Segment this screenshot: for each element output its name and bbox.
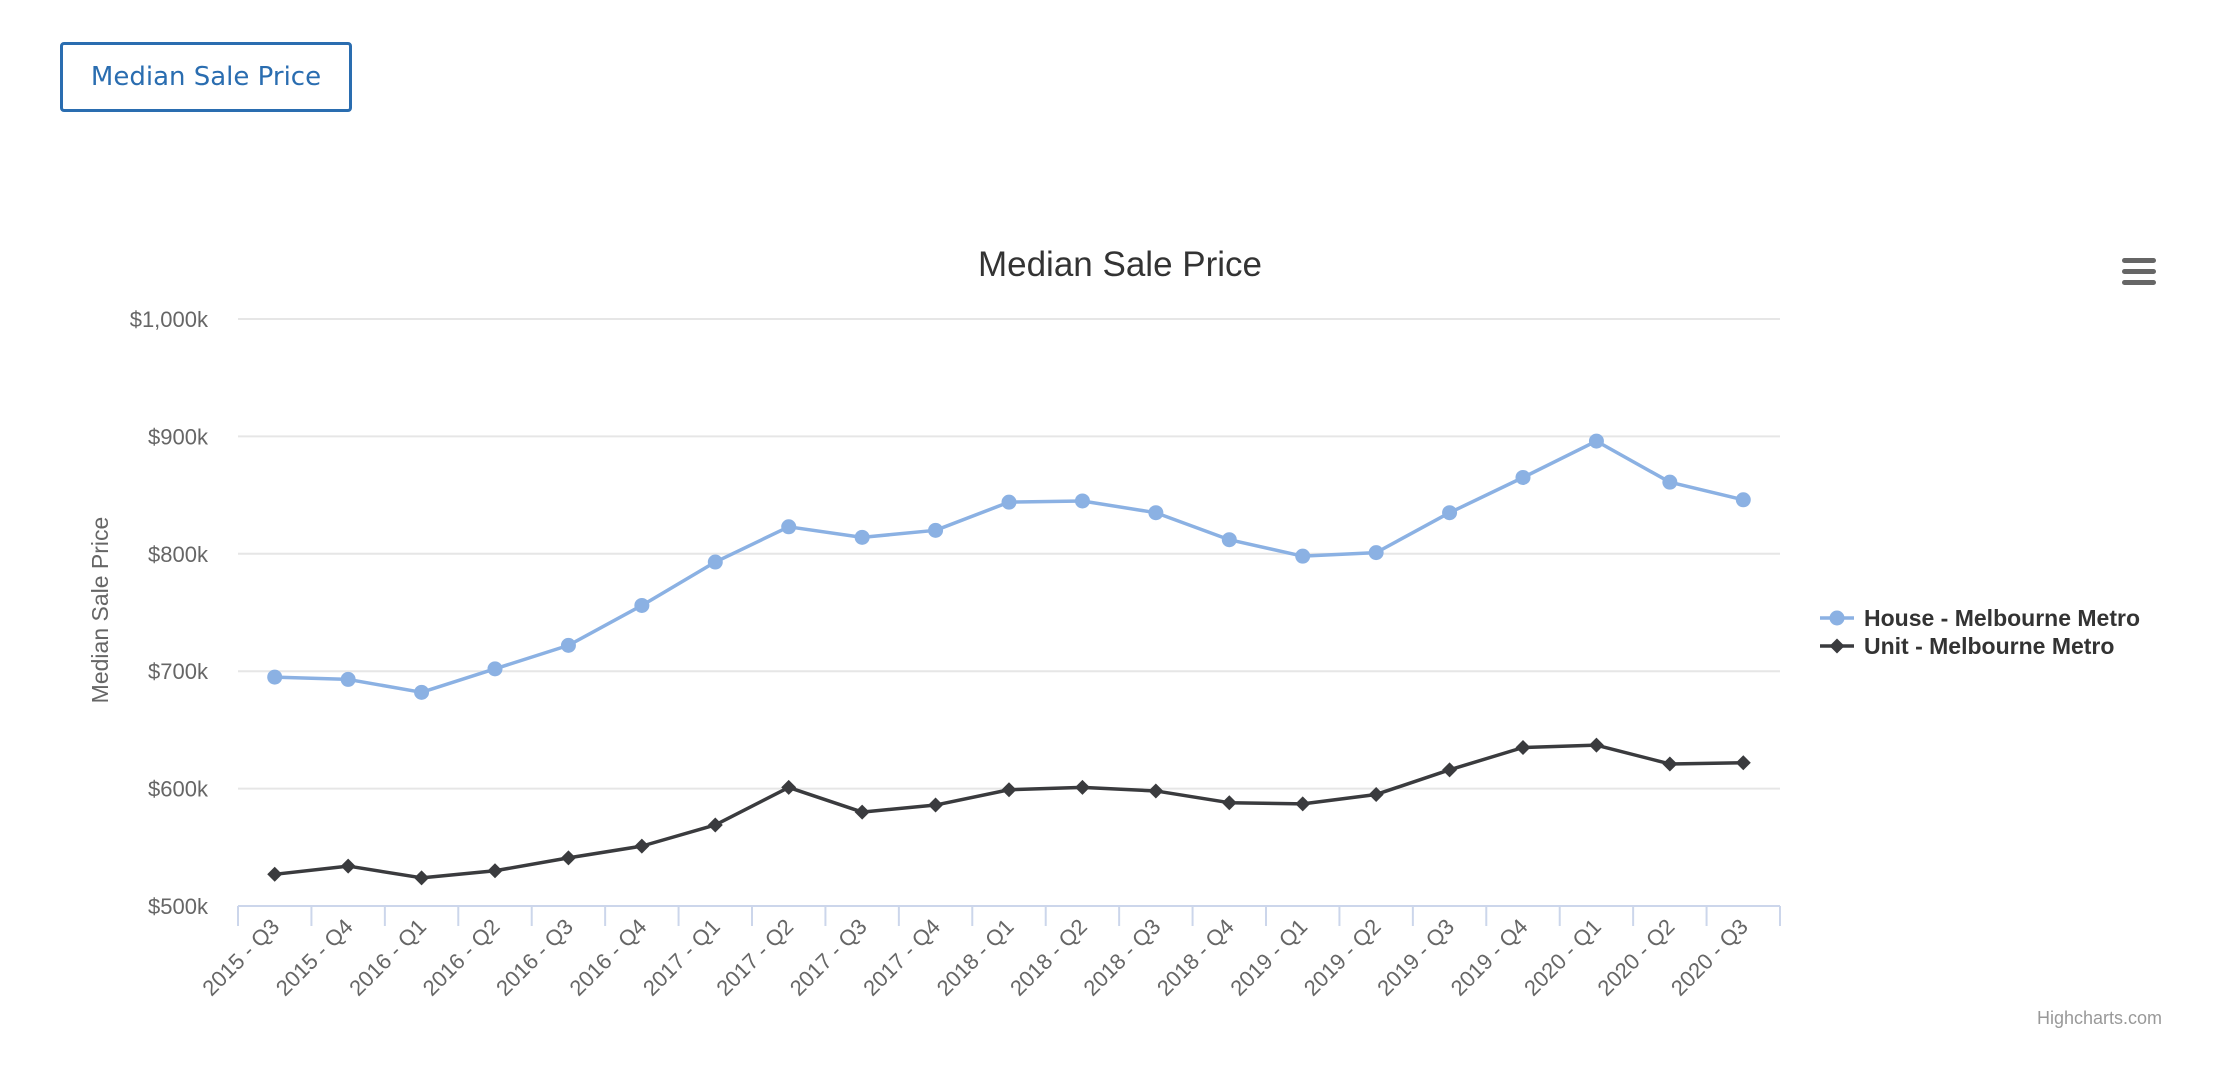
x-tick-label: 2017 - Q3 <box>785 914 872 1001</box>
data-point[interactable] <box>1368 786 1384 802</box>
data-point[interactable] <box>1074 493 1090 509</box>
data-point[interactable] <box>1515 469 1531 485</box>
legend-item[interactable]: Unit - Melbourne Metro <box>1820 633 2114 659</box>
series-layer <box>267 433 1751 886</box>
x-tick-label: 2016 - Q1 <box>344 914 431 1001</box>
data-point[interactable] <box>414 684 430 700</box>
x-tick-label: 2018 - Q4 <box>1152 914 1239 1001</box>
data-point[interactable] <box>560 850 576 866</box>
grid-lines <box>238 318 1780 790</box>
data-point[interactable] <box>781 519 797 535</box>
legend-label: House - Melbourne Metro <box>1864 605 2140 631</box>
hamburger-menu-icon <box>2122 258 2156 285</box>
data-point[interactable] <box>1588 433 1604 449</box>
x-tick-label: 2017 - Q1 <box>638 914 725 1001</box>
x-tick-label: 2016 - Q2 <box>418 914 505 1001</box>
data-point[interactable] <box>1295 548 1311 564</box>
data-point[interactable] <box>634 597 650 613</box>
data-point[interactable] <box>928 522 944 538</box>
data-point[interactable] <box>1735 755 1751 771</box>
x-tick-label: 2020 - Q2 <box>1593 914 1680 1001</box>
y-tick-label: $500k <box>148 894 209 919</box>
y-axis-title: Median Sale Price <box>87 517 113 704</box>
y-axis: $500k $600k $700k $800k $900k $1,000k <box>130 307 209 919</box>
data-point[interactable] <box>487 863 503 879</box>
data-point[interactable] <box>1221 532 1237 548</box>
x-tick-label: 2015 - Q4 <box>271 914 358 1001</box>
data-point[interactable] <box>707 554 723 570</box>
data-point[interactable] <box>1221 795 1237 811</box>
x-tick-label: 2019 - Q1 <box>1225 914 1312 1001</box>
series-line <box>274 743 1744 880</box>
x-tick-label: 2015 - Q3 <box>197 914 284 1001</box>
legend-item[interactable]: House - Melbourne Metro <box>1820 605 2140 631</box>
x-tick-label: 2020 - Q3 <box>1666 914 1753 1001</box>
data-point[interactable] <box>1148 783 1164 799</box>
data-point[interactable] <box>1662 756 1678 772</box>
data-point[interactable] <box>1515 740 1531 756</box>
data-point[interactable] <box>267 866 283 882</box>
data-point[interactable] <box>1588 737 1604 753</box>
y-tick-label: $600k <box>148 777 209 802</box>
y-tick-label: $700k <box>148 659 209 684</box>
x-tick-label: 2017 - Q2 <box>711 914 798 1001</box>
x-tick-label: 2019 - Q2 <box>1299 914 1386 1001</box>
legend-marker <box>1829 610 1845 626</box>
y-tick-label: $900k <box>148 424 209 449</box>
series-unit <box>267 737 1751 886</box>
x-tick-label: 2016 - Q3 <box>491 914 578 1001</box>
data-point[interactable] <box>340 671 356 687</box>
data-point[interactable] <box>414 870 430 886</box>
y-tick-label: $800k <box>148 542 209 567</box>
chart-menu-button[interactable] <box>2122 258 2156 285</box>
highcharts-credits[interactable]: Highcharts.com <box>2037 1008 2162 1028</box>
data-point[interactable] <box>707 817 723 833</box>
data-point[interactable] <box>1001 782 1017 798</box>
x-tick-label: 2020 - Q1 <box>1519 914 1606 1001</box>
data-point[interactable] <box>1442 505 1458 521</box>
legend-marker <box>1829 638 1845 654</box>
data-point[interactable] <box>1735 492 1751 508</box>
data-point[interactable] <box>487 661 503 677</box>
data-point[interactable] <box>854 529 870 545</box>
data-point[interactable] <box>1662 474 1678 490</box>
x-tick-label: 2017 - Q4 <box>858 914 945 1001</box>
data-point[interactable] <box>1001 494 1017 510</box>
legend-label: Unit - Melbourne Metro <box>1864 633 2114 659</box>
chart-title: Median Sale Price <box>978 245 1262 284</box>
data-point[interactable] <box>560 637 576 653</box>
data-point[interactable] <box>267 669 283 685</box>
data-point[interactable] <box>1368 545 1384 561</box>
data-point[interactable] <box>340 858 356 874</box>
x-tick-label: 2016 - Q4 <box>565 914 652 1001</box>
x-tick-label: 2019 - Q4 <box>1446 914 1533 1001</box>
x-tick-label: 2018 - Q3 <box>1079 914 1166 1001</box>
data-point[interactable] <box>634 838 650 854</box>
y-tick-label: $1,000k <box>130 307 209 332</box>
data-point[interactable] <box>1074 779 1090 795</box>
data-point[interactable] <box>781 779 797 795</box>
data-point[interactable] <box>1442 762 1458 778</box>
data-point[interactable] <box>854 804 870 820</box>
data-point[interactable] <box>1295 796 1311 812</box>
median-sale-price-tab-button[interactable]: Median Sale Price <box>60 42 352 112</box>
x-tick-label: 2018 - Q2 <box>1005 914 1092 1001</box>
x-tick-label: 2018 - Q1 <box>932 914 1019 1001</box>
data-point[interactable] <box>1148 505 1164 521</box>
data-point[interactable] <box>928 797 944 813</box>
series-house <box>267 433 1751 700</box>
x-tick-label: 2019 - Q3 <box>1372 914 1459 1001</box>
